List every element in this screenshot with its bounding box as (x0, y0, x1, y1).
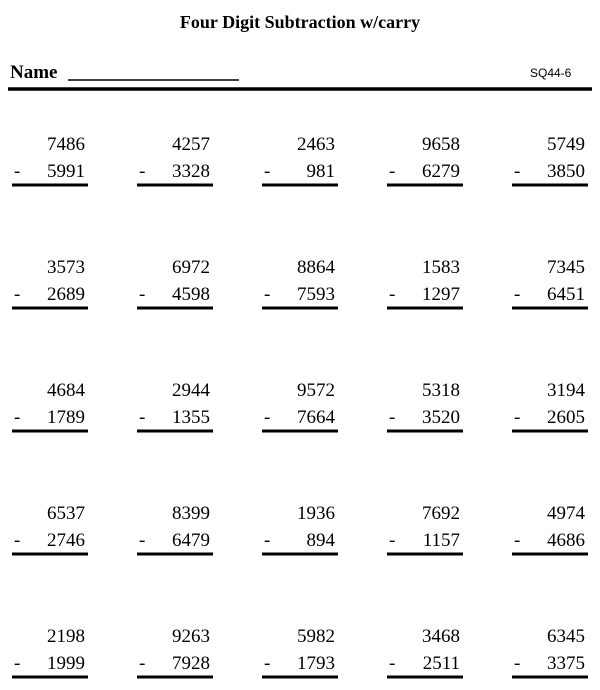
subtrahend: 1355 (172, 407, 210, 428)
minuend: 6537 (47, 503, 85, 524)
minuend: 1583 (422, 257, 460, 278)
operator: - (514, 407, 520, 428)
operator: - (139, 530, 145, 551)
subtrahend: 2605 (547, 407, 585, 428)
operator: - (139, 653, 145, 674)
minuend: 9658 (422, 134, 460, 155)
operator: - (389, 284, 395, 305)
operator: - (14, 530, 20, 551)
subtrahend: 6279 (422, 161, 460, 182)
minuend: 8399 (172, 503, 210, 524)
operator: - (264, 530, 270, 551)
subtrahend: 1789 (47, 407, 85, 428)
operator: - (139, 161, 145, 182)
minuend: 2198 (47, 626, 85, 647)
operator: - (139, 407, 145, 428)
subtrahend: 1297 (422, 284, 460, 305)
operator: - (389, 653, 395, 674)
operator: - (514, 284, 520, 305)
minuend: 9572 (297, 380, 335, 401)
minuend: 6345 (547, 626, 585, 647)
operator: - (139, 284, 145, 305)
minuend: 3194 (547, 380, 586, 401)
minuend: 2463 (297, 134, 335, 155)
subtrahend: 4598 (172, 284, 210, 305)
subtrahend: 3375 (547, 653, 585, 674)
subtrahend: 5991 (47, 161, 85, 182)
subtrahend: 3850 (547, 161, 585, 182)
minuend: 7486 (47, 134, 85, 155)
minuend: 3573 (47, 257, 85, 278)
operator: - (264, 407, 270, 428)
title: Four Digit Subtraction w/carry (180, 12, 420, 32)
subtrahend: 7593 (297, 284, 335, 305)
minuend: 2944 (172, 380, 211, 401)
minuend: 5318 (422, 380, 460, 401)
operator: - (14, 284, 20, 305)
subtrahend: 2511 (423, 653, 460, 674)
minuend: 5749 (547, 134, 585, 155)
minuend: 9263 (172, 626, 210, 647)
subtrahend: 894 (307, 530, 336, 551)
subtrahend: 1999 (47, 653, 85, 674)
operator: - (264, 653, 270, 674)
minuend: 1936 (297, 503, 335, 524)
operator: - (514, 161, 520, 182)
operator: - (514, 530, 520, 551)
subtrahend: 981 (307, 161, 336, 182)
subtrahend: 3328 (172, 161, 210, 182)
minuend: 4684 (47, 380, 86, 401)
subtrahend: 6479 (172, 530, 210, 551)
subtrahend: 1793 (297, 653, 335, 674)
subtrahend: 3520 (422, 407, 460, 428)
operator: - (389, 407, 395, 428)
minuend: 8864 (297, 257, 336, 278)
operator: - (264, 284, 270, 305)
minuend: 7345 (547, 257, 585, 278)
operator: - (14, 161, 20, 182)
minuend: 4974 (547, 503, 586, 524)
minuend: 3468 (422, 626, 460, 647)
minuend: 7692 (422, 503, 460, 524)
subtrahend: 7928 (172, 653, 210, 674)
minuend: 4257 (172, 134, 210, 155)
subtrahend: 4686 (547, 530, 585, 551)
subtrahend: 1157 (423, 530, 460, 551)
name-label: Name (10, 62, 57, 83)
subtrahend: 7664 (297, 407, 336, 428)
code: SQ44-6 (530, 66, 572, 80)
minuend: 6972 (172, 257, 210, 278)
operator: - (14, 407, 20, 428)
subtrahend: 2746 (47, 530, 85, 551)
minuend: 5982 (297, 626, 335, 647)
operator: - (389, 161, 395, 182)
operator: - (514, 653, 520, 674)
operator: - (14, 653, 20, 674)
subtrahend: 6451 (547, 284, 585, 305)
operator: - (389, 530, 395, 551)
operator: - (264, 161, 270, 182)
subtrahend: 2689 (47, 284, 85, 305)
problem-grid: 7486 - 5991 4257 - 3328 2463 - 981 9658 - 6279 5749 -… (12, 134, 588, 679)
